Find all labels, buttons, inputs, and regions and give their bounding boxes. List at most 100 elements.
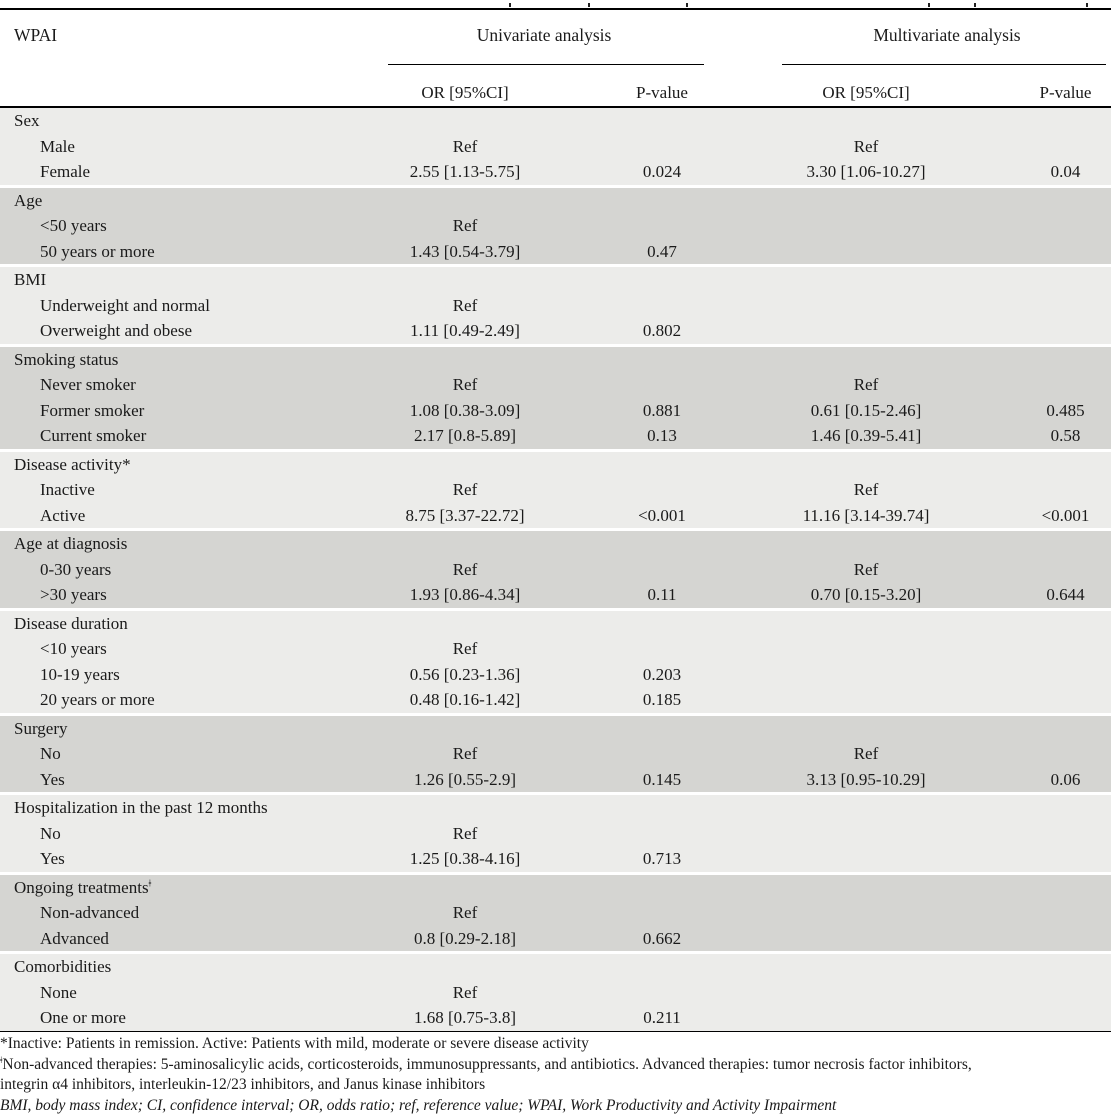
- empty-cell: [358, 716, 572, 742]
- multi-p-value: [980, 687, 1111, 713]
- multi-p-value: [980, 213, 1111, 239]
- table-row: Female 2.55 [1.13-5.75] 0.024 3.30 [1.06-10…: [0, 159, 1111, 185]
- empty-header-cell: [0, 81, 358, 105]
- multi-p-value: [980, 557, 1111, 583]
- empty-cell: [980, 188, 1111, 214]
- row-label: Underweight and normal: [40, 295, 210, 315]
- row-label: None: [40, 982, 77, 1002]
- section-header-row: Surgery: [0, 716, 1111, 742]
- table-row: Underweight and normal Ref: [0, 293, 1111, 319]
- empty-cell: [572, 716, 752, 742]
- table-row: Yes 1.25 [0.38-4.16] 0.713: [0, 846, 1111, 872]
- table-row: Never smoker Ref Ref: [0, 372, 1111, 398]
- empty-cell: [572, 611, 752, 637]
- empty-cell: [752, 188, 980, 214]
- section: Ongoing treatmentsǂ Non-advanced Ref Advanc…: [0, 871, 1111, 952]
- empty-cell: [752, 611, 980, 637]
- caption-fragment-mark: [974, 3, 976, 7]
- caption-fragment-mark: [686, 3, 688, 7]
- footnote-abbreviations: BMI, body mass index; CI, confidence int…: [0, 1096, 1111, 1117]
- row-label: Male: [40, 136, 75, 156]
- table-header: WPAI Univariate analysis Multivariate an…: [0, 10, 1111, 106]
- uni-p-value: 0.11: [647, 585, 677, 604]
- table-row: Male Ref Ref: [0, 134, 1111, 160]
- section-header-row: Age: [0, 188, 1111, 214]
- section: BMI Underweight and normal Ref Overweight a…: [0, 264, 1111, 344]
- multi-or-value: 0.70 [0.15-3.20]: [810, 585, 922, 604]
- uni-or-value: Ref: [452, 480, 478, 499]
- multi-or-value: Ref: [853, 559, 879, 579]
- multi-p-value: 0.485: [1046, 400, 1085, 420]
- section-label: Age: [14, 190, 43, 210]
- section-header-row: Disease duration: [0, 611, 1111, 637]
- multi-p-value: 0.06: [1050, 769, 1081, 789]
- multi-or-value: [752, 900, 980, 926]
- section-header-row: Disease activity*: [0, 452, 1111, 478]
- uni-p-value: <0.001: [638, 505, 686, 525]
- empty-cell: [752, 531, 980, 557]
- uni-or-value: 0.48 [0.16-1.42]: [409, 690, 521, 709]
- empty-cell: [358, 452, 572, 478]
- section-header-row: Age at diagnosis: [0, 531, 1111, 557]
- multivariate-underline: [782, 64, 1106, 65]
- uni-or-value: Ref: [452, 136, 478, 156]
- empty-cell: [572, 347, 752, 373]
- multi-p-value: [980, 741, 1111, 767]
- empty-cell: [980, 795, 1111, 821]
- empty-cell: [358, 531, 572, 557]
- uni-p-value: [572, 134, 752, 160]
- multi-p-value: [980, 372, 1111, 398]
- multi-p-value: [980, 636, 1111, 662]
- uni-p-value: [572, 636, 752, 662]
- caption-fragment-mark: [588, 3, 590, 7]
- uni-or-value: 0.8 [0.29-2.18]: [414, 928, 516, 948]
- table-row: <10 years Ref: [0, 636, 1111, 662]
- uni-or-value: 1.11 [0.49-2.49]: [410, 321, 520, 340]
- multi-or-value: 3.13 [0.95-10.29]: [806, 769, 926, 789]
- multi-p-value: [980, 926, 1111, 952]
- multi-or-value: [752, 239, 980, 265]
- multi-or-value: Ref: [853, 136, 879, 156]
- table-row: Overweight and obese 1.11 [0.49-2.49] 0.80…: [0, 318, 1111, 344]
- top-rule: [0, 8, 1111, 10]
- table-row: Active 8.75 [3.37-22.72] <0.001 11.16 [3.14…: [0, 503, 1111, 529]
- multi-or-value: Ref: [853, 480, 879, 499]
- section: Age at diagnosis 0-30 years Ref Ref >30 year…: [0, 528, 1111, 608]
- empty-cell: [572, 452, 752, 478]
- row-label: Female: [40, 162, 91, 181]
- row-label: 50 years or more: [40, 241, 155, 261]
- uni-p-value: 0.145: [642, 769, 682, 789]
- empty-cell: [980, 716, 1111, 742]
- footnote-marker: ǂ: [0, 1054, 3, 1066]
- row-label: Never smoker: [40, 375, 136, 394]
- uni-or-value: 1.68 [0.75-3.8]: [414, 1008, 516, 1027]
- uni-or-value: Ref: [452, 295, 478, 315]
- uni-p-value: [572, 293, 752, 319]
- table-row: No Ref Ref: [0, 741, 1111, 767]
- caption-fragment-mark: [928, 3, 930, 7]
- uni-p-value: 0.203: [642, 664, 682, 684]
- multi-p-value: [980, 821, 1111, 847]
- table-row: Former smoker 1.08 [0.38-3.09] 0.881 0.61 […: [0, 398, 1111, 424]
- table-row: Inactive Ref Ref: [0, 477, 1111, 503]
- section: Disease duration <10 years Ref 10-19 years 0…: [0, 607, 1111, 713]
- multivariate-group-header: Multivariate analysis: [752, 20, 1111, 65]
- row-label: No: [40, 823, 61, 843]
- uni-or-value: 8.75 [3.37-22.72]: [405, 505, 525, 525]
- row-label: Yes: [40, 769, 65, 789]
- section: Comorbidities None Ref One or more 1.68 [0.7…: [0, 951, 1111, 1031]
- multi-or-value: 3.30 [1.06-10.27]: [806, 162, 926, 181]
- uni-p-value: [572, 980, 752, 1006]
- empty-cell: [358, 108, 572, 134]
- multi-or-value: [752, 846, 980, 872]
- uni-or-header: OR [95%CI]: [421, 83, 509, 102]
- multi-or-header: OR [95%CI]: [822, 83, 910, 102]
- footnote-text: integrin α4 inhibitors, interleukin-12/2…: [0, 1076, 486, 1094]
- uni-or-value: Ref: [452, 639, 478, 658]
- uni-p-value: 0.662: [642, 928, 682, 948]
- table-row: One or more 1.68 [0.75-3.8] 0.211: [0, 1005, 1111, 1031]
- uni-or-value: 1.26 [0.55-2.9]: [414, 769, 516, 789]
- uni-p-value: [572, 900, 752, 926]
- header-bottom-rule: [0, 106, 1111, 108]
